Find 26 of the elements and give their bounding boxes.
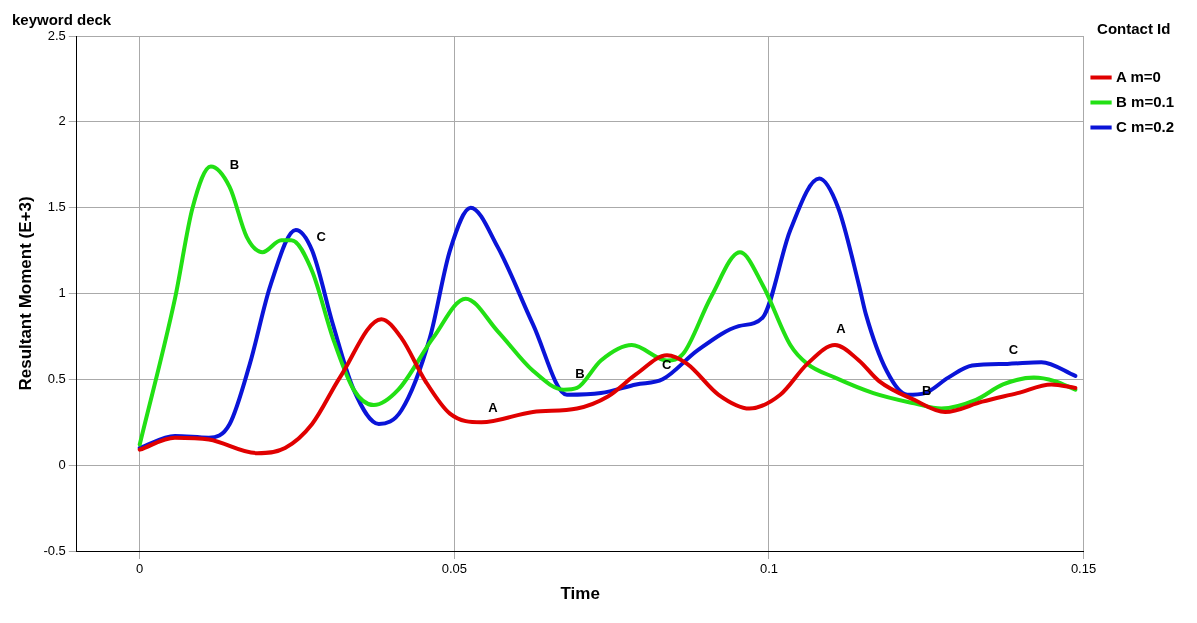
legend-label: C m=0.2 xyxy=(1116,117,1174,135)
x-tick-label: 0.1 xyxy=(759,561,778,577)
y-tick-label: 1 xyxy=(58,285,66,301)
annotation: B xyxy=(229,156,240,172)
annotation: C xyxy=(662,357,673,373)
y-tick-label: 2.5 xyxy=(47,27,66,43)
x-axis-title: Time xyxy=(560,584,600,604)
legend-title: Contact Id xyxy=(1097,19,1171,37)
annotation: C xyxy=(316,228,327,244)
legend-label: B m=0.1 xyxy=(1116,92,1174,110)
annotation: B xyxy=(575,366,585,382)
annotation: C xyxy=(1008,342,1019,358)
x-tick-label: 0 xyxy=(136,561,144,577)
y-tick-label: -0.5 xyxy=(43,542,66,558)
x-tick-label: 0.05 xyxy=(441,561,467,577)
y-tick-label: 1.5 xyxy=(47,199,66,215)
annotation: A xyxy=(488,400,499,416)
y-tick-label: 0.5 xyxy=(47,370,66,386)
legend-label: A m=0 xyxy=(1116,67,1161,85)
chart-title: keyword deck xyxy=(12,11,112,29)
y-tick-label: 2 xyxy=(58,113,66,129)
y-tick-label: 0 xyxy=(58,456,66,472)
annotation: A xyxy=(836,321,847,337)
x-tick-label: 0.15 xyxy=(1070,561,1097,577)
y-axis-title: Resultant Moment (E+3) xyxy=(15,196,35,391)
line-series xyxy=(137,317,1078,456)
